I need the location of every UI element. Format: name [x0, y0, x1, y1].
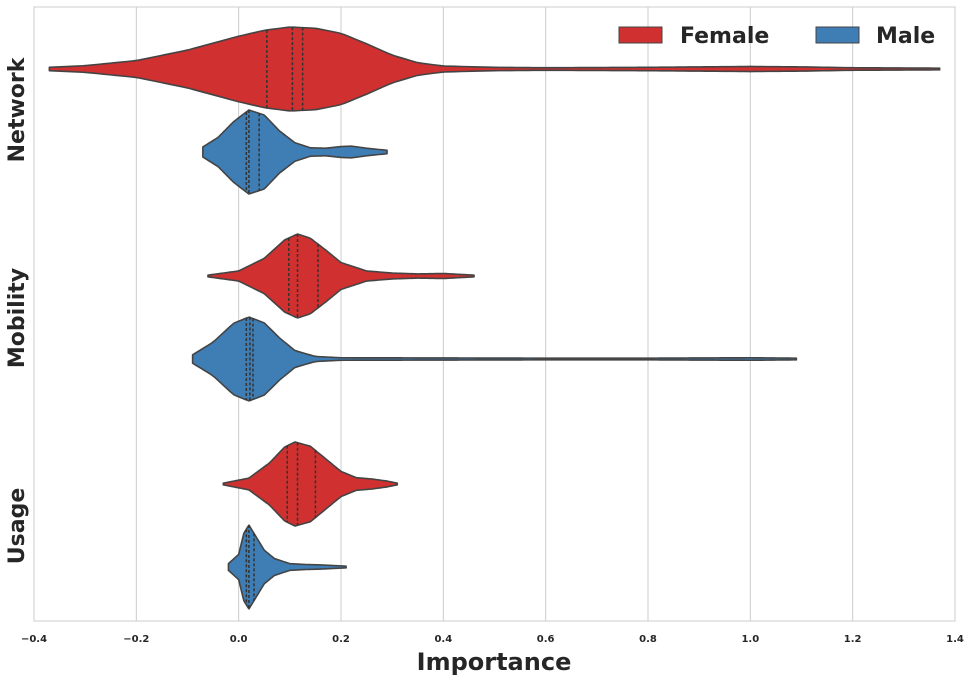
- legend-label-male: Male: [876, 24, 935, 49]
- violins: [48, 26, 941, 610]
- x-tick-labels: −0.4 −0.2 0.0 0.2 0.4 0.6 0.8 1.0 1.2 1.4: [21, 634, 964, 645]
- violin-mobility-male: [191, 316, 798, 402]
- plot-frame: [33, 6, 956, 622]
- category-labels: Network Mobility Usage: [5, 56, 30, 564]
- x-tick-label: −0.4: [21, 634, 47, 645]
- legend-swatch-female: [618, 26, 663, 44]
- legend-label-female: Female: [680, 24, 769, 49]
- legend: Female Male: [618, 24, 935, 49]
- violin-body: [48, 26, 941, 112]
- x-tick-label: 0.6: [537, 634, 555, 645]
- violin-usage-male: [227, 524, 347, 610]
- violin-body: [222, 441, 399, 527]
- x-tick-label: 0.8: [639, 634, 657, 645]
- x-tick-label: −0.2: [123, 634, 149, 645]
- x-tick-label: 1.4: [946, 634, 964, 645]
- violin-body: [227, 524, 347, 610]
- category-label-mobility: Mobility: [5, 268, 30, 368]
- violin-network-female: [48, 26, 941, 112]
- violin-usage-female: [222, 441, 399, 527]
- category-label-usage: Usage: [5, 488, 30, 564]
- category-label-network: Network: [5, 56, 30, 162]
- x-tick-label: 0.4: [434, 634, 452, 645]
- x-axis-title: Importance: [417, 648, 572, 676]
- plot-area-background: [34, 7, 955, 621]
- gridlines: [135, 7, 854, 621]
- legend-swatch-male: [815, 26, 860, 44]
- x-tick-label: 0.2: [332, 634, 350, 645]
- violin-mobility-female: [207, 233, 475, 319]
- x-tick-label: 1.0: [741, 634, 759, 645]
- x-tick-label: 0.0: [230, 634, 248, 645]
- violin-body: [191, 316, 798, 402]
- x-tick-label: 1.2: [844, 634, 862, 645]
- violin-network-male: [202, 109, 388, 195]
